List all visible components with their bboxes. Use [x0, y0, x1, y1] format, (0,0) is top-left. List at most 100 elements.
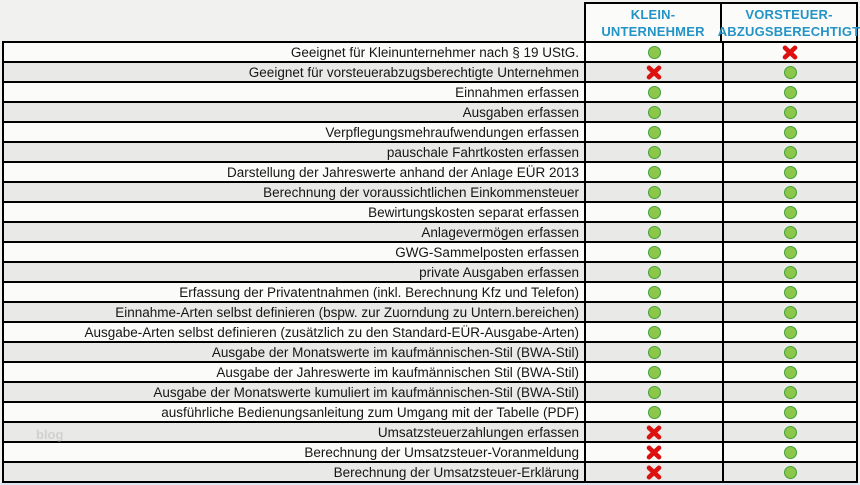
- cell-kleinunternehmer-status: [584, 223, 722, 241]
- column-header-line: UNTERNEHMER: [601, 23, 705, 39]
- feature-label: Geeignet für Kleinunternehmer nach § 19 …: [2, 43, 584, 61]
- table-row: Ausgaben erfassen: [2, 101, 858, 121]
- cell-vorsteuerabzugsberechtigt-status: [722, 183, 858, 201]
- cell-kleinunternehmer-status: [584, 303, 722, 321]
- check-icon: [783, 385, 797, 399]
- feature-label: Umsatzsteuerzahlungen erfassen: [2, 423, 584, 441]
- cell-kleinunternehmer-status: [584, 163, 722, 181]
- cell-vorsteuerabzugsberechtigt-status: [722, 303, 858, 321]
- check-icon: [783, 345, 797, 359]
- table-row: Verpflegungsmehraufwendungen erfassen: [2, 121, 858, 141]
- check-icon: [647, 385, 661, 399]
- check-icon: [647, 165, 661, 179]
- check-icon: [783, 225, 797, 239]
- cross-icon: [646, 445, 662, 460]
- check-icon: [647, 245, 661, 259]
- check-icon: [647, 45, 661, 59]
- check-icon: [647, 345, 661, 359]
- cross-icon: [646, 65, 662, 80]
- table-row: Geeignet für vorsteuerabzugsberechtigte …: [2, 61, 858, 81]
- check-icon: [783, 285, 797, 299]
- feature-label: Geeignet für vorsteuerabzugsberechtigte …: [2, 63, 584, 81]
- cell-vorsteuerabzugsberechtigt-status: [722, 283, 858, 301]
- table-row: Ausgabe der Jahreswerte im kaufmännische…: [2, 361, 858, 381]
- check-icon: [647, 125, 661, 139]
- cell-kleinunternehmer-status: [584, 423, 722, 441]
- feature-label: private Ausgaben erfassen: [2, 263, 584, 281]
- check-icon: [783, 325, 797, 339]
- feature-label: Anlagevermögen erfassen: [2, 223, 584, 241]
- check-icon: [647, 305, 661, 319]
- check-icon: [647, 185, 661, 199]
- check-icon: [647, 225, 661, 239]
- cell-vorsteuerabzugsberechtigt-status: [722, 83, 858, 101]
- check-icon: [783, 185, 797, 199]
- table-row: Einnahmen erfassen: [2, 81, 858, 101]
- check-icon: [647, 145, 661, 159]
- table-row: pauschale Fahrtkosten erfassen: [2, 141, 858, 161]
- table-row: Berechnung der Umsatzsteuer-Erklärung: [2, 461, 858, 481]
- check-icon: [783, 305, 797, 319]
- table-row: Ausgabe der Monatswerte kumuliert im kau…: [2, 381, 858, 401]
- column-header-vorsteuerabzugsberechtigt: VORSTEUER- ABZUGSBERECHTIGT: [718, 2, 860, 41]
- table-row: ausführliche Bedienungsanleitung zum Umg…: [2, 401, 858, 421]
- cell-vorsteuerabzugsberechtigt-status: [722, 323, 858, 341]
- check-icon: [783, 65, 797, 79]
- cell-vorsteuerabzugsberechtigt-status: [722, 463, 858, 481]
- check-icon: [783, 365, 797, 379]
- check-icon: [647, 405, 661, 419]
- feature-label: pauschale Fahrtkosten erfassen: [2, 143, 584, 161]
- feature-label: Darstellung der Jahreswerte anhand der A…: [2, 163, 584, 181]
- cross-icon: [646, 465, 662, 480]
- check-icon: [647, 205, 661, 219]
- check-icon: [783, 205, 797, 219]
- cell-kleinunternehmer-status: [584, 343, 722, 361]
- column-header-line: ABZUGSBERECHTIGT: [717, 23, 860, 39]
- column-header-kleinunternehmer: KLEIN- UNTERNEHMER: [584, 2, 722, 41]
- cell-kleinunternehmer-status: [584, 383, 722, 401]
- table-header-row: KLEIN- UNTERNEHMER VORSTEUER- ABZUGSBERE…: [2, 2, 860, 41]
- check-icon: [647, 365, 661, 379]
- cell-kleinunternehmer-status: [584, 403, 722, 421]
- cross-icon: [782, 45, 798, 60]
- cell-kleinunternehmer-status: [584, 183, 722, 201]
- cell-vorsteuerabzugsberechtigt-status: [722, 403, 858, 421]
- feature-label: Berechnung der voraussichtlichen Einkomm…: [2, 183, 584, 201]
- cell-vorsteuerabzugsberechtigt-status: [722, 123, 858, 141]
- check-icon: [783, 465, 797, 479]
- cell-kleinunternehmer-status: [584, 323, 722, 341]
- table-row: Einnahme-Arten selbst definieren (bspw. …: [2, 301, 858, 321]
- cell-vorsteuerabzugsberechtigt-status: [722, 263, 858, 281]
- table-row: Bewirtungskosten separat erfassen: [2, 201, 858, 221]
- table-row: Berechnung der Umsatzsteuer-Voranmeldung: [2, 441, 858, 461]
- cell-kleinunternehmer-status: [584, 63, 722, 81]
- cell-vorsteuerabzugsberechtigt-status: [722, 383, 858, 401]
- column-header-line: KLEIN-: [630, 6, 676, 22]
- feature-label: Einnahme-Arten selbst definieren (bspw. …: [2, 303, 584, 321]
- column-header-line: VORSTEUER-: [745, 6, 833, 22]
- table-row: GWG-Sammelposten erfassen: [2, 241, 858, 261]
- cell-kleinunternehmer-status: [584, 263, 722, 281]
- cell-kleinunternehmer-status: [584, 463, 722, 481]
- check-icon: [783, 85, 797, 99]
- feature-label: Ausgaben erfassen: [2, 103, 584, 121]
- table-body: Geeignet für Kleinunternehmer nach § 19 …: [2, 41, 858, 483]
- cell-kleinunternehmer-status: [584, 243, 722, 261]
- feature-label: Ausgabe-Arten selbst definieren (zusätzl…: [2, 323, 584, 341]
- table-row: Darstellung der Jahreswerte anhand der A…: [2, 161, 858, 181]
- cell-vorsteuerabzugsberechtigt-status: [722, 43, 858, 61]
- check-icon: [647, 285, 661, 299]
- check-icon: [647, 265, 661, 279]
- feature-label: Ausgabe der Jahreswerte im kaufmännische…: [2, 363, 584, 381]
- cell-kleinunternehmer-status: [584, 143, 722, 161]
- bottom-strip: [0, 483, 860, 485]
- feature-label: Berechnung der Umsatzsteuer-Voranmeldung: [2, 443, 584, 461]
- table-row: Ausgabe-Arten selbst definieren (zusätzl…: [2, 321, 858, 341]
- table-row: Umsatzsteuerzahlungen erfassen: [2, 421, 858, 441]
- feature-label: Ausgabe der Monatswerte im kaufmännische…: [2, 343, 584, 361]
- feature-label: GWG-Sammelposten erfassen: [2, 243, 584, 261]
- cell-kleinunternehmer-status: [584, 203, 722, 221]
- cell-vorsteuerabzugsberechtigt-status: [722, 143, 858, 161]
- cell-vorsteuerabzugsberechtigt-status: [722, 343, 858, 361]
- table-row: private Ausgaben erfassen: [2, 261, 858, 281]
